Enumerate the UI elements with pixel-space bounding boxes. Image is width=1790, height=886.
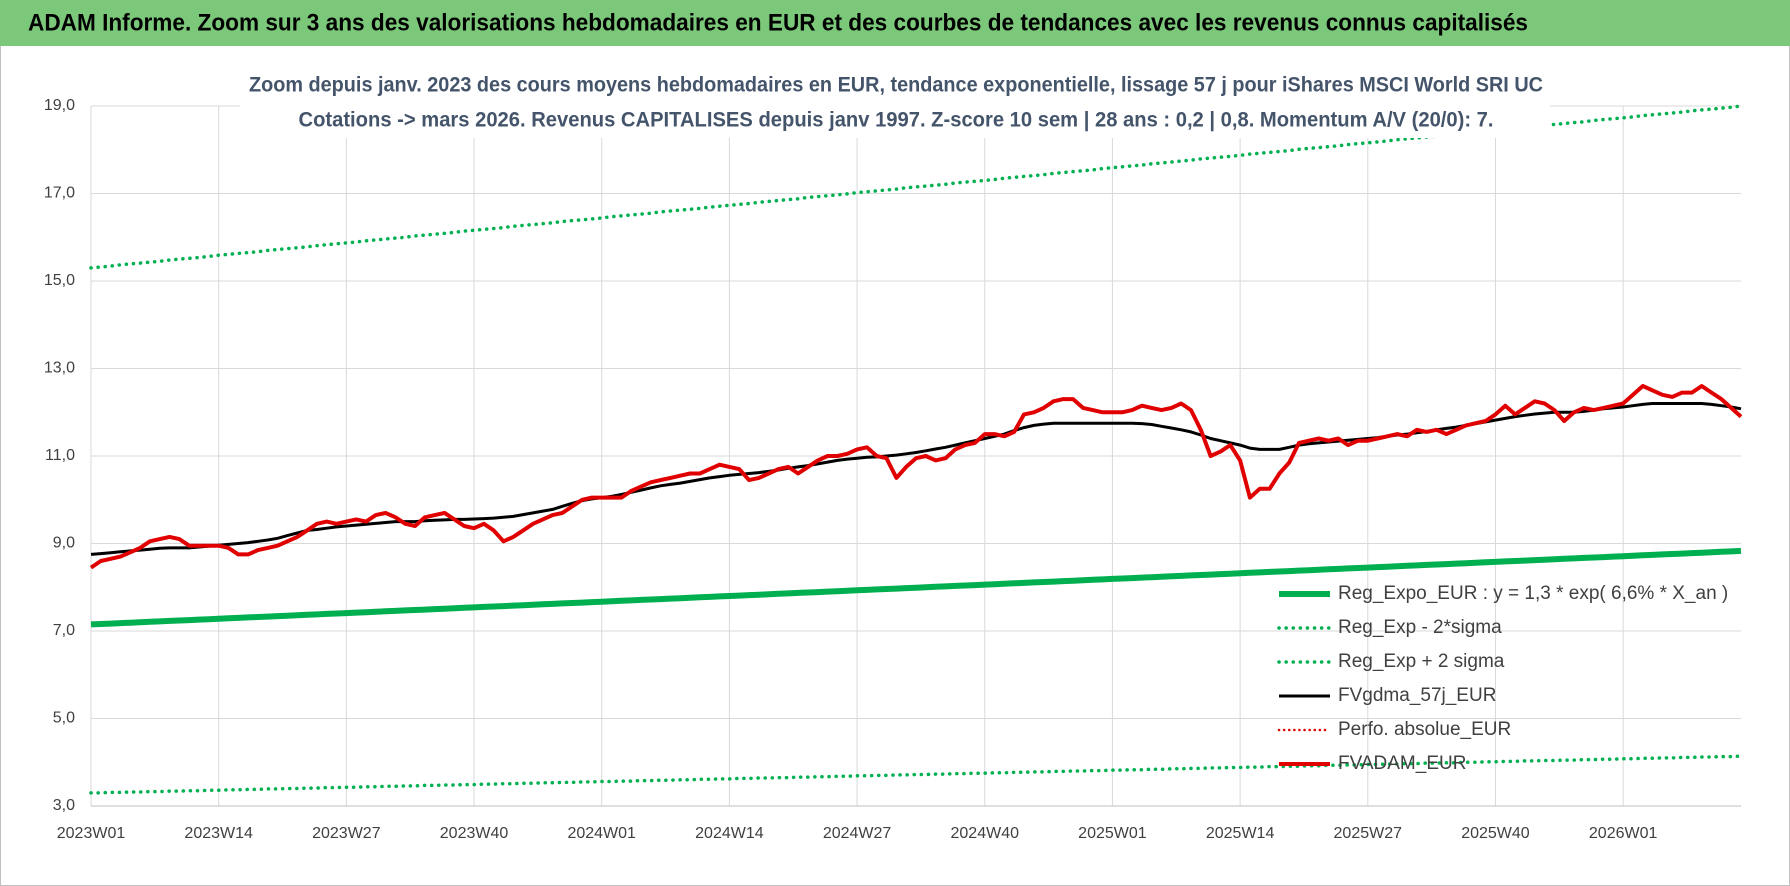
x-tick-label: 2024W14 bbox=[695, 825, 764, 842]
x-tick-label: 2025W01 bbox=[1078, 825, 1147, 842]
x-tick-label: 2023W01 bbox=[57, 825, 126, 842]
legend-label: Reg_Exp + 2 sigma bbox=[1338, 651, 1505, 672]
y-tick-label: 5,0 bbox=[53, 710, 75, 727]
x-tick-label: 2023W40 bbox=[440, 825, 509, 842]
legend-label: Reg_Expo_EUR : y = 1,3 * exp( 6,6% * X_a… bbox=[1338, 583, 1728, 604]
legend: Reg_Expo_EUR : y = 1,3 * exp( 6,6% * X_a… bbox=[1277, 583, 1728, 774]
series-line bbox=[89, 754, 1743, 795]
header-bar bbox=[0, 0, 1790, 46]
x-tick-label: 2025W14 bbox=[1206, 825, 1275, 842]
legend-label: Reg_Exp - 2*sigma bbox=[1338, 617, 1502, 638]
chart-title: Zoom depuis janv. 2023 des cours moyens … bbox=[249, 74, 1543, 97]
x-tick-label: 2024W01 bbox=[567, 825, 636, 842]
y-tick-label: 11,0 bbox=[45, 447, 75, 464]
x-tick-label: 2023W27 bbox=[312, 825, 381, 842]
legend-label: Perfo. absolue_EUR bbox=[1338, 719, 1511, 740]
x-tick-label: 2026W01 bbox=[1589, 825, 1658, 842]
x-tick-label: 2024W40 bbox=[951, 825, 1020, 842]
series-line bbox=[89, 104, 1743, 270]
series-line bbox=[89, 384, 1743, 570]
y-tick-label: 13,0 bbox=[44, 360, 75, 377]
x-tick-label: 2023W14 bbox=[184, 825, 253, 842]
y-tick-label: 3,0 bbox=[53, 797, 75, 814]
plot-area: 3,0 5,0 7,0 9,0 11,0 13,0 15,0 17,0 19,0 2023W01 2… bbox=[44, 97, 1743, 842]
legend-label: FVgdma_57j_EUR bbox=[1338, 685, 1496, 706]
y-tick-label: 7,0 bbox=[53, 622, 75, 639]
series-line bbox=[90, 547, 1742, 628]
header-title: ADAM Informe. Zoom sur 3 ans des valoris… bbox=[28, 9, 1528, 36]
x-tick-label: 2025W27 bbox=[1334, 825, 1403, 842]
chart-subtitle: Cotations -> mars 2026. Revenus CAPITALI… bbox=[299, 109, 1494, 132]
y-tick-label: 15,0 bbox=[44, 272, 75, 289]
y-tick-label: 9,0 bbox=[53, 535, 75, 552]
legend-label: FVADAM_EUR bbox=[1338, 753, 1466, 774]
y-tick-label: 17,0 bbox=[44, 185, 75, 202]
y-tick-label: 19,0 bbox=[44, 97, 75, 114]
title-background bbox=[240, 68, 1550, 138]
x-tick-label: 2025W40 bbox=[1461, 825, 1530, 842]
x-tick-label: 2024W27 bbox=[823, 825, 892, 842]
